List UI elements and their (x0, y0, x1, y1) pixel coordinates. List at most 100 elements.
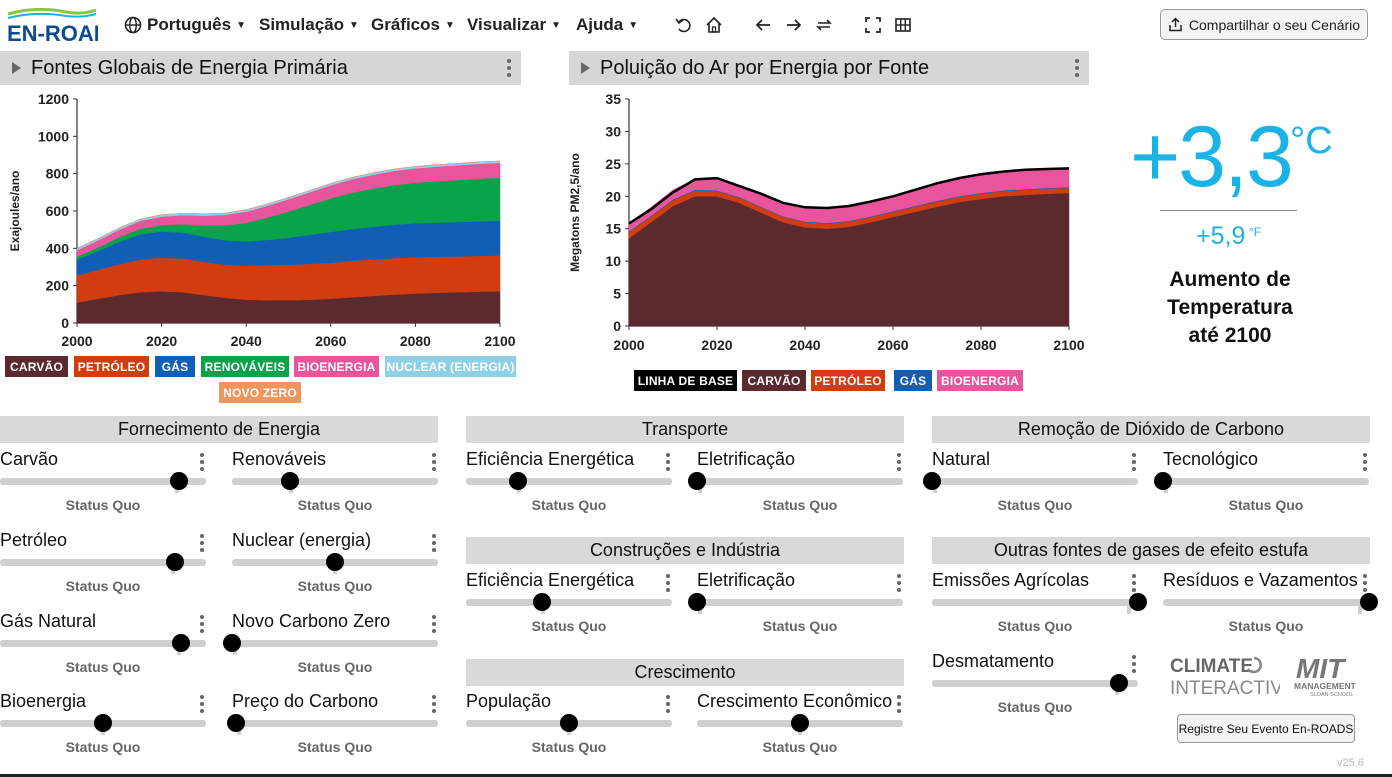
control-label[interactable]: Renováveis (232, 449, 327, 469)
slider-track[interactable] (697, 599, 903, 606)
legend-item-1[interactable]: PETRÓLEO (811, 370, 885, 391)
menu-simulation[interactable]: Simulação ▼ (259, 15, 359, 35)
menu-graphs[interactable]: Gráficos ▼ (371, 15, 455, 35)
control-menu-icon[interactable] (1132, 574, 1136, 592)
graph2-title-bar[interactable]: Poluição do Ar por Energia por Fonte (569, 51, 1089, 85)
control-menu-icon[interactable] (666, 453, 670, 471)
control-label[interactable]: Nuclear (energia) (232, 530, 372, 550)
menu-help[interactable]: Ajuda ▼ (576, 15, 638, 35)
graph1-menu-icon[interactable] (507, 59, 511, 77)
slider-thumb[interactable] (688, 593, 706, 611)
legend-item-3[interactable]: RENOVÁVEIS (201, 356, 289, 377)
menu-view[interactable]: Visualizar ▼ (467, 15, 561, 35)
back-arrow-icon[interactable] (752, 14, 774, 36)
control-label[interactable]: Natural (932, 449, 991, 469)
slider-thumb[interactable] (1110, 674, 1129, 692)
slider-track[interactable] (232, 720, 438, 727)
slider-thumb[interactable] (560, 714, 578, 732)
expand-triangle-icon[interactable] (12, 62, 21, 74)
control-menu-icon[interactable] (200, 615, 204, 633)
slider-track[interactable] (0, 478, 206, 485)
control-label[interactable]: Carvão (0, 449, 59, 469)
slider-thumb[interactable] (326, 553, 344, 571)
legend-item-4[interactable]: BIOENERGIA (294, 356, 379, 377)
slider-track[interactable] (0, 640, 206, 647)
control-menu-icon[interactable] (432, 615, 436, 633)
slider-thumb[interactable] (1360, 593, 1378, 611)
slider-thumb[interactable] (533, 593, 552, 611)
graph1-title-bar[interactable]: Fontes Globais de Energia Primária (0, 51, 521, 85)
legend-item-2[interactable]: GÁS (155, 356, 195, 377)
control-menu-icon[interactable] (666, 574, 670, 592)
slider-thumb[interactable] (170, 472, 189, 490)
control-label[interactable]: Eletrificação (697, 570, 796, 590)
legend-item-2[interactable]: GÁS (894, 370, 932, 391)
control-menu-icon[interactable] (666, 695, 670, 713)
graph1-chart[interactable]: 0 200 400 600 800 1000 1200 2000 2020 2040 2060 208… (0, 88, 521, 356)
graph2-menu-icon[interactable] (1075, 59, 1079, 77)
control-menu-icon[interactable] (432, 534, 436, 552)
slider-track[interactable] (466, 478, 672, 485)
control-menu-icon[interactable] (432, 695, 436, 713)
en-roads-logo[interactable]: EN-ROADS (6, 8, 98, 44)
legend-item-6[interactable]: NOVO ZERO (219, 382, 301, 403)
slider-track[interactable] (932, 599, 1138, 606)
control-menu-icon[interactable] (200, 695, 204, 713)
control-menu-icon[interactable] (1363, 574, 1367, 592)
slider-track[interactable] (232, 640, 438, 647)
control-label[interactable]: Resíduos e Vazamentos (1163, 570, 1358, 590)
control-label[interactable]: Bioenergia (0, 691, 87, 711)
slider-thumb[interactable] (1154, 472, 1172, 490)
menu-language[interactable]: Português ▼ (124, 15, 246, 35)
expand-triangle-icon[interactable] (581, 62, 590, 74)
slider-track[interactable] (697, 478, 903, 485)
forward-arrow-icon[interactable] (783, 14, 805, 36)
fullscreen-icon[interactable] (862, 14, 884, 36)
slider-track[interactable] (1163, 599, 1369, 606)
slider-thumb[interactable] (223, 634, 241, 652)
control-label[interactable]: Tecnológico (1163, 449, 1259, 469)
control-label[interactable]: Petróleo (0, 530, 68, 550)
home-icon[interactable] (703, 14, 725, 36)
control-label[interactable]: Emissões Agrícolas (932, 570, 1090, 590)
slider-thumb[interactable] (1129, 593, 1147, 611)
slider-thumb[interactable] (688, 472, 706, 490)
register-event-button[interactable]: Registre Seu Evento En-ROADS (1177, 714, 1355, 743)
legend-item-0[interactable]: CARVÃO (742, 370, 806, 391)
mit-sloan-logo[interactable]: MIT MANAGEMENT SLOAN SCHOOL (1292, 652, 1372, 698)
control-label[interactable]: Novo Carbono Zero (232, 611, 391, 631)
control-menu-icon[interactable] (1363, 453, 1367, 471)
control-menu-icon[interactable] (200, 534, 204, 552)
legend-item-3[interactable]: BIOENERGIA (937, 370, 1023, 391)
grid-icon[interactable] (892, 14, 914, 36)
slider-thumb[interactable] (94, 714, 112, 732)
control-menu-icon[interactable] (897, 574, 901, 592)
control-menu-icon[interactable] (200, 453, 204, 471)
slider-thumb[interactable] (172, 634, 191, 652)
legend-item-baseline[interactable]: LINHA DE BASE (634, 370, 737, 391)
slider-track[interactable] (932, 478, 1138, 485)
legend-item-5[interactable]: NUCLEAR (ENERGIA) (385, 356, 516, 377)
control-menu-icon[interactable] (1132, 453, 1136, 471)
slider-track[interactable] (0, 559, 206, 566)
control-label[interactable]: Eficiência Energética (466, 449, 635, 469)
slider-thumb[interactable] (923, 472, 941, 490)
slider-thumb[interactable] (280, 472, 299, 490)
slider-track[interactable] (466, 599, 672, 606)
control-label[interactable]: População (466, 691, 552, 711)
slider-track[interactable] (232, 478, 438, 485)
slider-track[interactable] (1163, 478, 1369, 485)
graph2-chart[interactable]: 0 5 10 15 20 25 30 35 2000 2020 2040 2060 2080 2100 Me… (569, 88, 1090, 358)
undo-icon[interactable] (673, 14, 695, 36)
slider-track[interactable] (932, 680, 1138, 687)
control-label[interactable]: Desmatamento (932, 651, 1055, 671)
slider-thumb[interactable] (508, 472, 527, 490)
slider-thumb[interactable] (166, 553, 185, 571)
control-label[interactable]: Eletrificação (697, 449, 796, 469)
slider-thumb[interactable] (227, 714, 246, 732)
control-label[interactable]: Preço do Carbono (232, 691, 379, 711)
control-menu-icon[interactable] (897, 695, 901, 713)
control-label[interactable]: Crescimento Econômico (697, 691, 893, 711)
control-menu-icon[interactable] (897, 453, 901, 471)
control-label[interactable]: Gás Natural (0, 611, 97, 631)
